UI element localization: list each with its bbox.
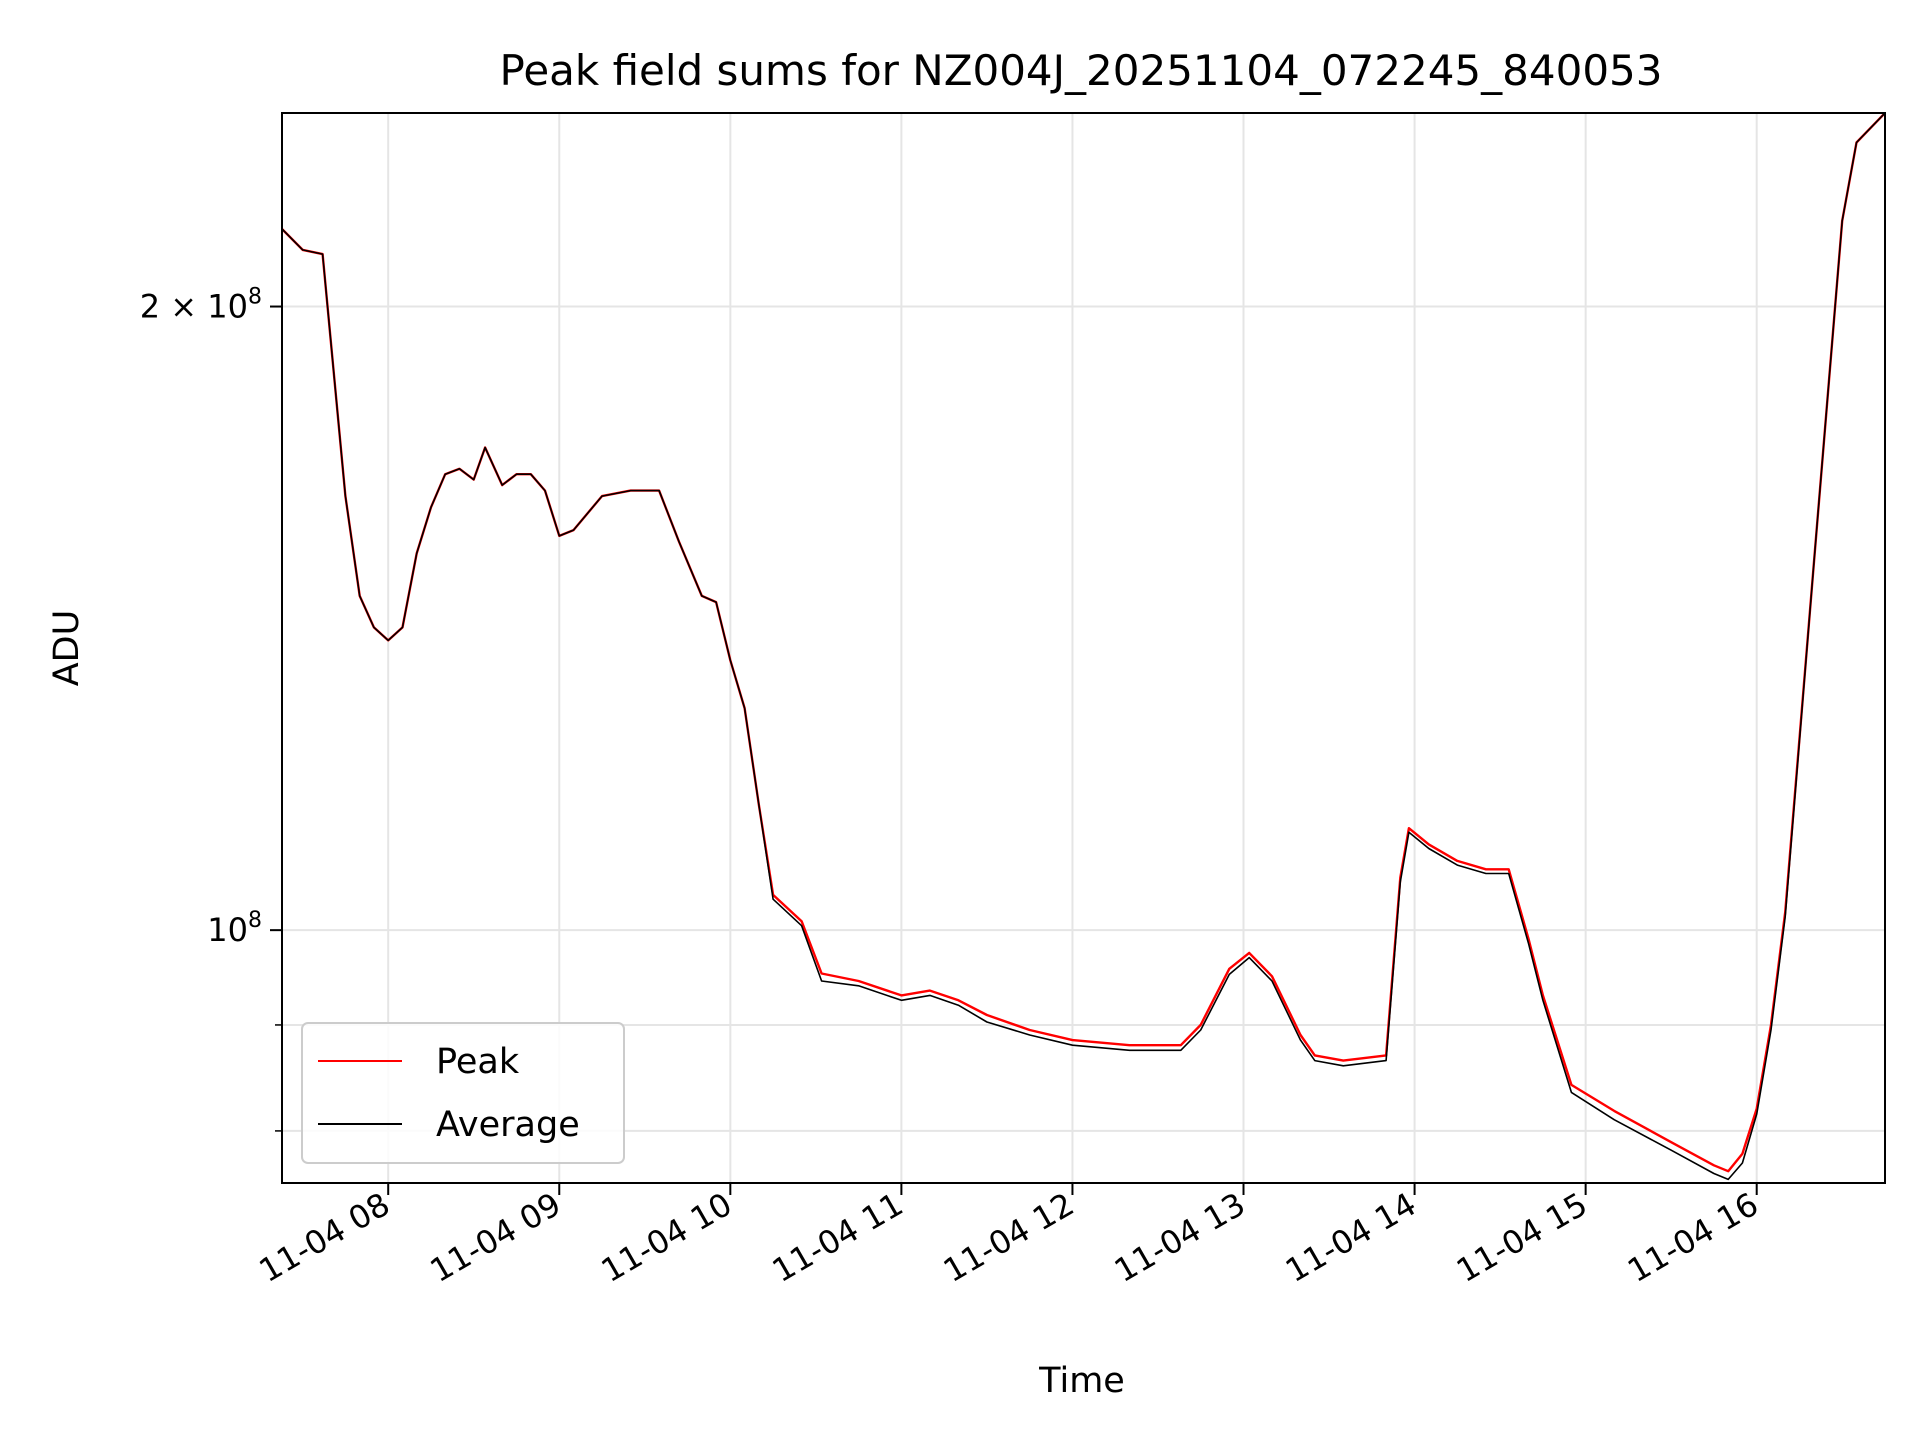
chart-title: Peak field sums for NZ004J_20251104_0722… xyxy=(500,46,1663,95)
y-tick-label: 108 xyxy=(207,908,262,949)
legend: Peak Average xyxy=(301,1022,625,1164)
legend-box xyxy=(301,1022,625,1164)
y-tick-mantissa: 2 × xyxy=(140,288,208,326)
y-tick-exponent: 8 xyxy=(248,285,262,310)
y-axis-label: ADU xyxy=(47,610,87,687)
y-tick-label: 2 × 108 xyxy=(140,285,262,326)
y-tick-base: 10 xyxy=(207,288,248,326)
series-layer xyxy=(282,113,1885,1181)
plot-area xyxy=(282,113,1885,1183)
plot-frame xyxy=(281,112,1886,1184)
y-tick-base: 10 xyxy=(207,911,248,949)
y-tick-exponent: 8 xyxy=(248,908,262,933)
legend-label-peak: Peak xyxy=(436,1042,520,1082)
legend-label-average: Average xyxy=(436,1105,580,1145)
x-axis-label: Time xyxy=(1038,1361,1125,1401)
series-line-average xyxy=(282,113,1885,1181)
